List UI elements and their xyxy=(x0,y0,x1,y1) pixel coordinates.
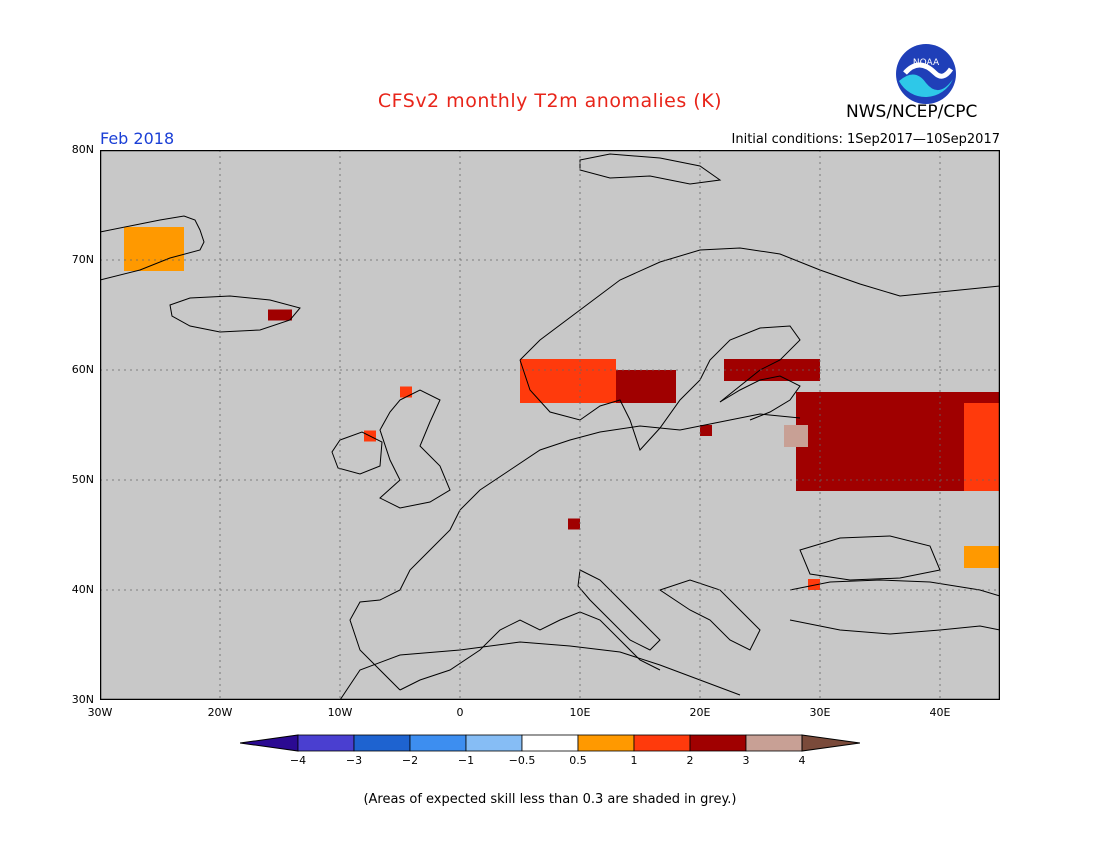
longitude-label: 30W xyxy=(87,706,113,719)
colorbar-swatch xyxy=(633,734,691,752)
longitude-label: 10W xyxy=(327,706,353,719)
longitude-label: 20E xyxy=(689,706,711,719)
colorbar-swatches xyxy=(240,734,860,752)
noaa-logo-icon: NOAA xyxy=(896,44,956,104)
latitude-label: 80N xyxy=(71,143,94,156)
anomaly-patch-iceland-east xyxy=(268,309,292,321)
anomaly-patch-turkey-nw xyxy=(808,579,820,590)
colorbar xyxy=(240,734,860,752)
colorbar-label: 3 xyxy=(742,754,750,767)
colorbar-swatch xyxy=(521,734,579,752)
colorbar-label: −1 xyxy=(457,754,475,767)
colorbar-label: −3 xyxy=(345,754,363,767)
longitude-label: 20W xyxy=(207,706,233,719)
anomaly-patch-russia-east-edge xyxy=(964,403,1000,491)
colorbar-label: −0.5 xyxy=(508,754,536,767)
colorbar-label: −4 xyxy=(289,754,307,767)
colorbar-swatch xyxy=(577,734,635,752)
colorbar-swatch xyxy=(297,734,355,752)
anomaly-patch-caucasus xyxy=(964,546,1000,568)
anomaly-patch-belarus xyxy=(784,425,808,447)
latitude-label: 50N xyxy=(71,473,94,486)
anomaly-patch-poland xyxy=(700,425,712,436)
colorbar-label: −2 xyxy=(401,754,419,767)
colorbar-swatch xyxy=(353,734,411,752)
forecast-month: Feb 2018 xyxy=(100,129,175,148)
anomaly-patch-alps xyxy=(568,518,580,530)
colorbar-arrow-high xyxy=(801,734,860,752)
longitude-label: 0 xyxy=(456,706,464,719)
anomaly-patches xyxy=(124,227,1000,590)
anomaly-patch-norway-south xyxy=(520,359,616,403)
longitude-label: 30E xyxy=(809,706,831,719)
anomaly-patch-greenland-east xyxy=(124,227,184,271)
colorbar-swatch xyxy=(409,734,467,752)
logo-text: NOAA xyxy=(913,58,940,68)
colorbar-swatch xyxy=(745,734,803,752)
gridlines xyxy=(100,150,1000,700)
colorbar-label: 4 xyxy=(798,754,806,767)
skill-note: (Areas of expected skill less than 0.3 a… xyxy=(363,792,737,807)
longitude-label: 10E xyxy=(569,706,591,719)
anomaly-patch-sweden-south xyxy=(616,370,676,403)
colorbar-swatch xyxy=(689,734,747,752)
chart-title: CFSv2 monthly T2m anomalies (K) xyxy=(377,90,723,112)
organization-label: NWS/NCEP/CPC xyxy=(846,102,978,122)
colorbar-arrow-low xyxy=(240,734,299,752)
initial-conditions: Initial conditions: 1Sep2017—10Sep2017 xyxy=(731,132,1000,147)
latitude-label: 30N xyxy=(71,693,94,706)
latitude-label: 70N xyxy=(71,253,94,266)
latitude-label: 60N xyxy=(71,363,94,376)
latitude-label: 40N xyxy=(71,583,94,596)
map-frame xyxy=(100,150,1000,700)
colorbar-label: 2 xyxy=(686,754,694,767)
anomaly-patch-scotland xyxy=(400,386,412,398)
anomaly-map xyxy=(100,150,1000,700)
longitude-label: 40E xyxy=(929,706,951,719)
colorbar-label: 1 xyxy=(630,754,638,767)
colorbar-swatch xyxy=(465,734,523,752)
colorbar-label: 0.5 xyxy=(569,754,587,767)
